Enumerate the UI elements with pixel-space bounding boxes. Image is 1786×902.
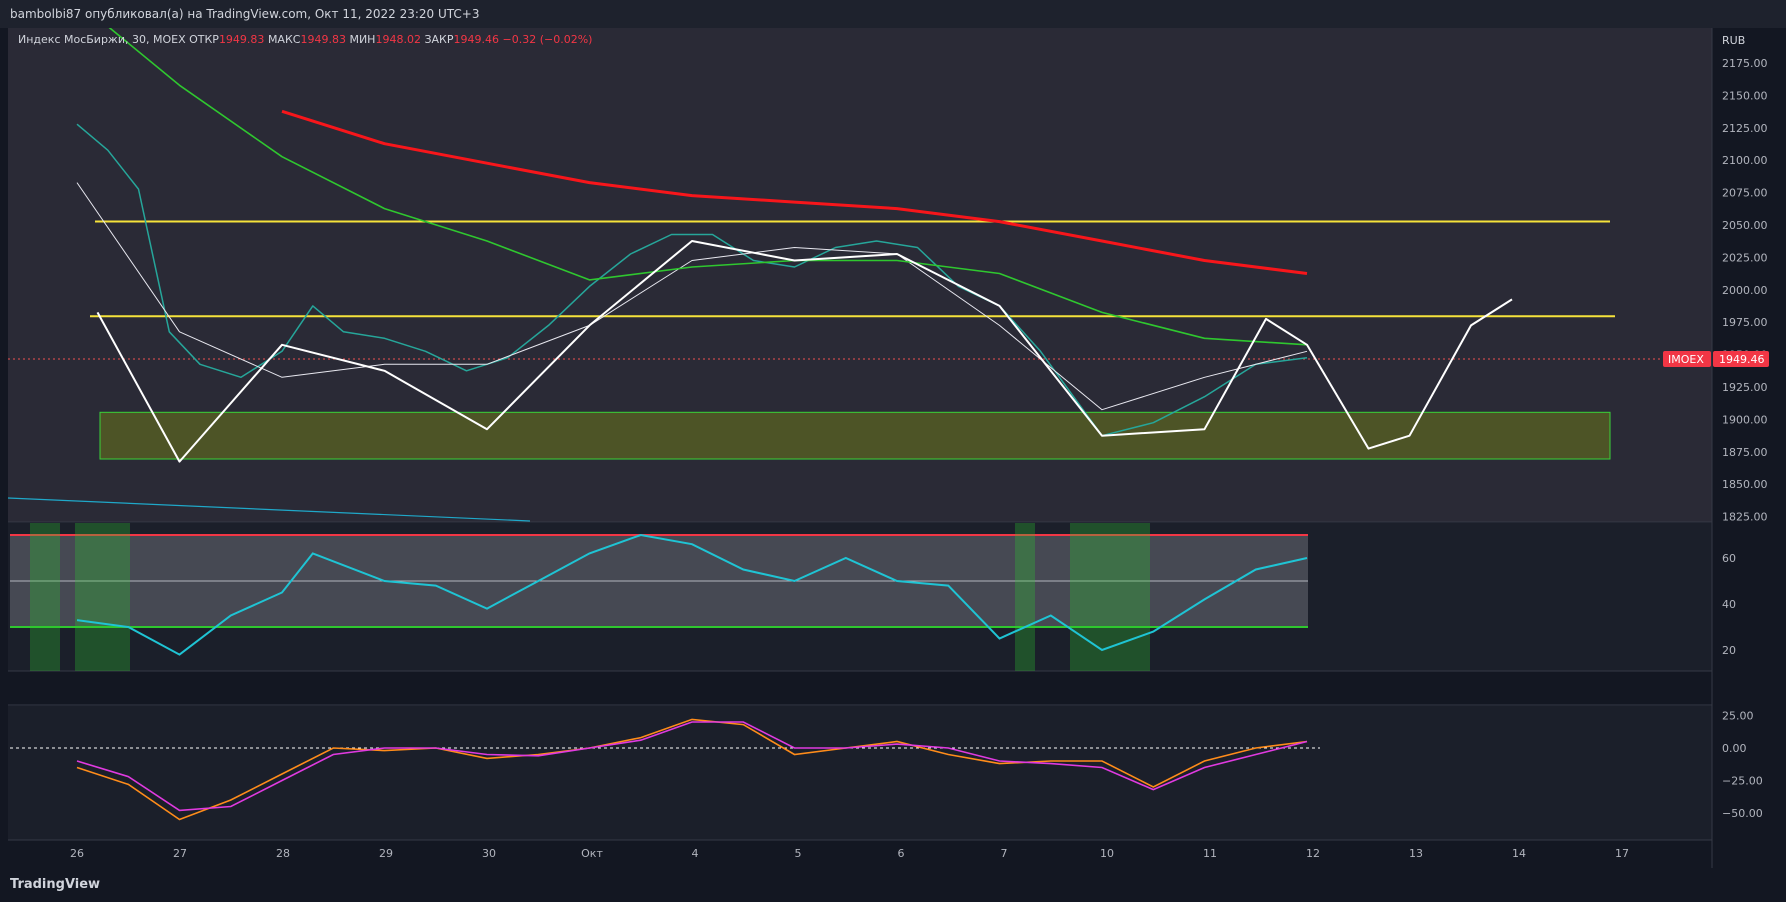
oversold-highlight (1070, 523, 1150, 671)
price-tick-label: 2000.00 (1722, 284, 1768, 297)
time-axis-label: 7 (1001, 847, 1008, 860)
last-price-tag (1713, 351, 1769, 367)
rsi-line (76, 533, 1308, 656)
oversold-highlight (1015, 523, 1035, 671)
time-axis-label: 29 (379, 847, 393, 860)
symbol-tag (1663, 351, 1711, 367)
change-value: −0.32 (−0.02%) (502, 33, 593, 46)
publisher-header: bambolbi87 опубликовал(а) на TradingView… (0, 0, 1786, 28)
rsi-tick-label: 40 (1722, 598, 1736, 611)
open-label: ОТКР (189, 33, 219, 46)
forecast-line (96, 240, 1513, 463)
price-tick-label: 1875.00 (1722, 446, 1768, 459)
time-axis-label: 6 (898, 847, 905, 860)
close-label: ЗАКР (424, 33, 454, 46)
signal-line (76, 721, 1308, 812)
price-line (76, 123, 1308, 437)
close-value: 1949.46 (453, 33, 499, 46)
price-tick-label: 2075.00 (1722, 187, 1768, 200)
time-axis-label: 4 (692, 847, 699, 860)
time-axis-label: 17 (1615, 847, 1629, 860)
time-axis-label: 30 (482, 847, 496, 860)
time-axis-label: 11 (1203, 847, 1217, 860)
high-value: 1949.83 (300, 33, 346, 46)
low-label: МИН (349, 33, 376, 46)
low-value: 1948.02 (375, 33, 421, 46)
price-tick-label: 1825.00 (1722, 511, 1768, 524)
price-tick-label: 2050.00 (1722, 219, 1768, 232)
time-axis-label: 28 (276, 847, 290, 860)
price-tick-label: 1900.00 (1722, 413, 1768, 426)
time-axis-label: 13 (1409, 847, 1423, 860)
high-label: МАКС (267, 33, 301, 46)
footer: TradingView (0, 868, 1786, 902)
tradingview-logo[interactable]: TradingView (10, 877, 101, 892)
trend-channel-line (7, 497, 531, 522)
chart[interactable]: RUB 2175.00 2150.00 2125.00 2100.00 2075.00 2… (0, 28, 1786, 868)
oversold-highlight (75, 523, 130, 671)
symbol-tag-label: IMOEX (1668, 353, 1704, 366)
macd-tick-label: −25.00 (1722, 775, 1763, 788)
symbol-name: Индекс МосБиржи, 30, MOEX (18, 33, 186, 46)
price-tick-label: 2025.00 (1722, 251, 1768, 264)
price-tick-label: 2150.00 (1722, 89, 1768, 102)
last-price-value: 1949.46 (1719, 353, 1765, 366)
slow-ma-line (281, 109, 1308, 275)
macd-tick-label: −50.00 (1722, 807, 1763, 820)
currency-label: RUB (1722, 34, 1745, 47)
time-axis-label: 14 (1512, 847, 1526, 860)
support-zone (99, 411, 1611, 460)
time-axis-label: 5 (795, 847, 802, 860)
macd-tick-label: 25.00 (1722, 710, 1754, 723)
oversold-highlight (30, 523, 60, 671)
fast-ma-line (76, 182, 1308, 411)
open-value: 1949.83 (218, 33, 265, 46)
price-tick-label: 1925.00 (1722, 381, 1768, 394)
time-axis-label: 27 (173, 847, 187, 860)
rsi-tick-label: 60 (1722, 552, 1736, 565)
ohlc-legend: Индекс МосБиржи, 30, MOEX ОТКР1949.83 МА… (18, 33, 592, 46)
price-tick-label: 2175.00 (1722, 57, 1768, 70)
time-axis-label: Окт (581, 847, 603, 860)
medium-ma-line (108, 28, 1308, 346)
price-tick-label: 1975.00 (1722, 316, 1768, 329)
price-tick-label: 2100.00 (1722, 154, 1768, 167)
time-axis-label: 12 (1306, 847, 1320, 860)
time-axis-label: 26 (70, 847, 84, 860)
rsi-tick-label: 20 (1722, 644, 1736, 657)
rsi-pane[interactable] (8, 523, 1712, 671)
time-axis-label: 10 (1100, 847, 1114, 860)
macd-pane[interactable] (8, 706, 1712, 840)
price-tick-label: 2125.00 (1722, 122, 1768, 135)
price-tick-label: 1850.00 (1722, 478, 1768, 491)
macd-line (76, 718, 1308, 821)
macd-tick-label: 0.00 (1722, 742, 1747, 755)
